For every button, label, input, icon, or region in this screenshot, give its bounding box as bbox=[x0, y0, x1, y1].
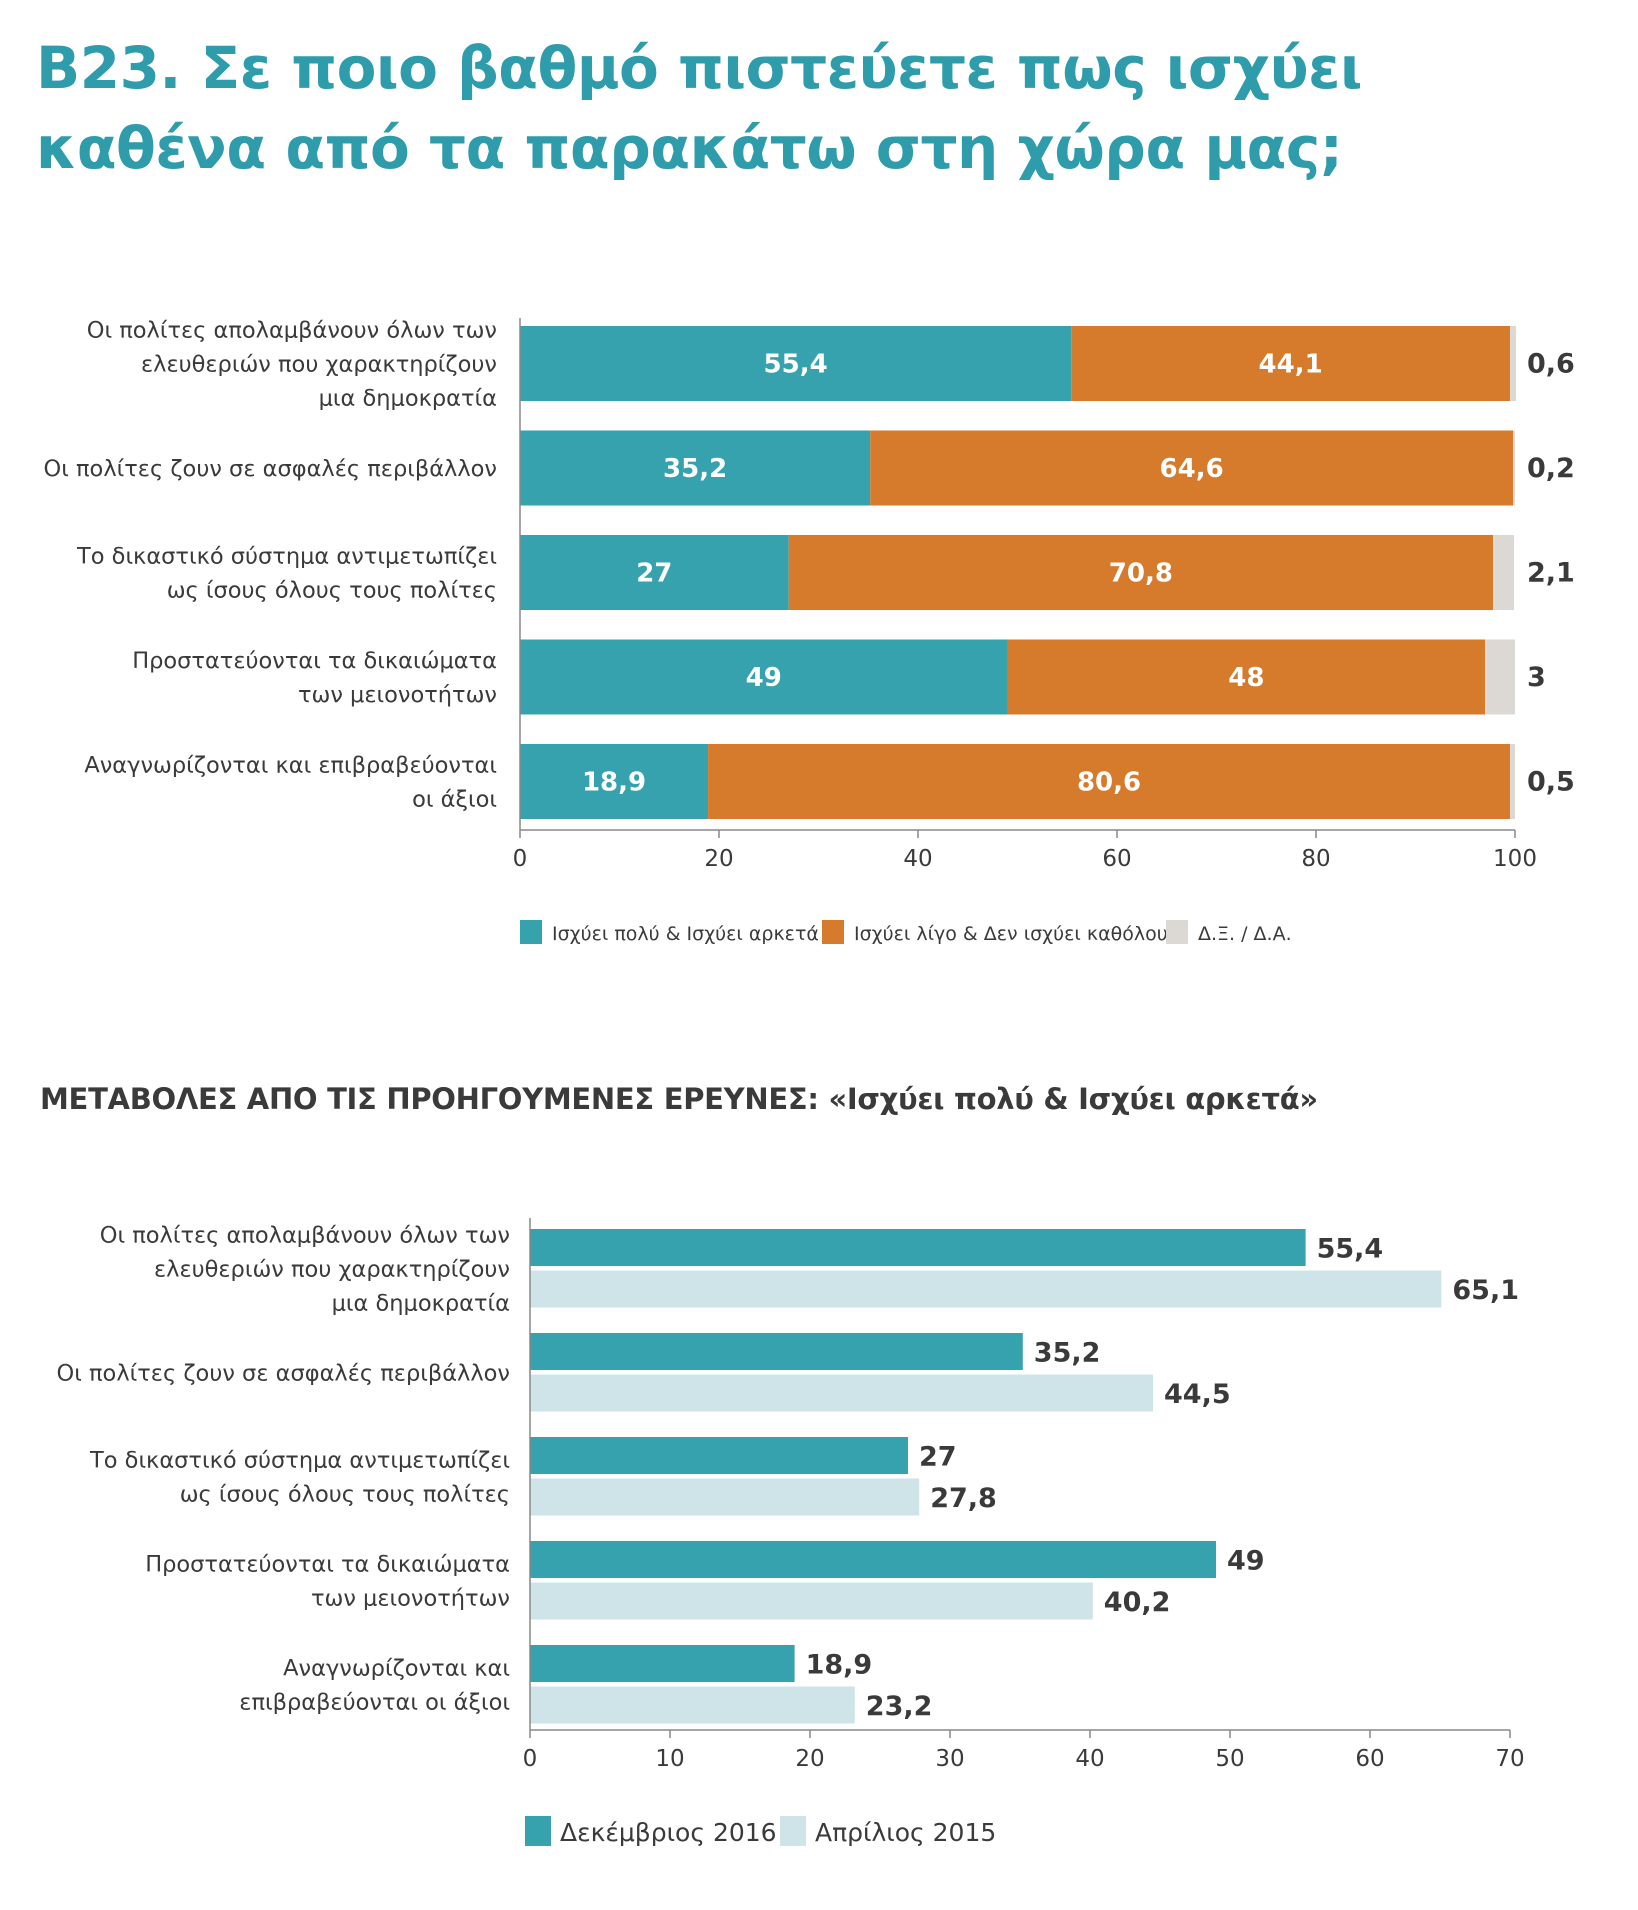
legend-item: Δεκέμβριος 2016 bbox=[525, 1816, 777, 1847]
category-label: Οι πολίτες ζουν σε ασφαλές περιβάλλον bbox=[44, 456, 497, 482]
legend-label: Δ.Ξ. / Δ.Α. bbox=[1198, 923, 1292, 945]
data-label: 64,6 bbox=[1160, 454, 1224, 484]
data-label: 80,6 bbox=[1077, 768, 1141, 798]
legend-label: Δεκέμβριος 2016 bbox=[560, 1818, 777, 1847]
bar-dec-2016 bbox=[530, 1229, 1306, 1266]
x-tick-label: 60 bbox=[1102, 846, 1131, 872]
legend-swatch bbox=[525, 1816, 551, 1846]
bar-dec-2016 bbox=[530, 1333, 1023, 1370]
data-label: 18,9 bbox=[582, 768, 646, 798]
x-tick-label: 40 bbox=[1075, 1746, 1104, 1772]
bar-dec-2016 bbox=[530, 1541, 1216, 1578]
page-title: B23. Σε ποιο βαθμό πιστεύετε πως ισχύει … bbox=[36, 28, 1363, 188]
data-label: 70,8 bbox=[1109, 559, 1173, 589]
x-tick-label: 80 bbox=[1301, 846, 1330, 872]
bar-segment-2 bbox=[1071, 326, 1511, 401]
x-tick-label: 50 bbox=[1215, 1746, 1244, 1772]
data-label: 2,1 bbox=[1527, 558, 1575, 589]
bar-segment-2 bbox=[708, 744, 1511, 819]
bar-segment-1 bbox=[520, 430, 871, 506]
bar-apr-2015 bbox=[530, 1478, 920, 1516]
category-label: Αναγνωρίζονται και επιβραβεύονται οι άξιο… bbox=[84, 753, 497, 813]
data-label: 35,2 bbox=[1034, 1338, 1101, 1369]
x-tick-label: 40 bbox=[903, 846, 932, 872]
bar-segment-3 bbox=[1493, 535, 1515, 610]
bar-segment-3 bbox=[1510, 326, 1516, 401]
x-tick-label: 0 bbox=[513, 846, 528, 872]
legend-label: Ισχύει πολύ & Ισχύει αρκετά bbox=[552, 923, 819, 945]
legend-item: Ισχύει λίγο & Δεν ισχύει καθόλου bbox=[822, 920, 1168, 945]
category-label: Προστατεύονται τα δικαιώματα των μειονοτή… bbox=[145, 1551, 510, 1611]
data-label: 44,5 bbox=[1164, 1379, 1231, 1410]
bar-apr-2015 bbox=[530, 1374, 1153, 1412]
category-label: Οι πολίτες απολαμβάνουν όλων των ελευθερι… bbox=[87, 318, 497, 412]
data-label: 0,6 bbox=[1527, 349, 1575, 380]
category-label: Το δικαστικό σύστημα αντιμετωπίζει ως ίσο… bbox=[76, 544, 497, 604]
bar-segment-1 bbox=[520, 639, 1008, 715]
x-tick-label: 0 bbox=[523, 1746, 538, 1772]
legend-label: Απρίλιος 2015 bbox=[815, 1818, 996, 1847]
stacked-bar-chart: 55,4 44,1 0,6 Οι πολίτες απολαμβάνουν όλων … bbox=[44, 318, 1575, 946]
data-label: 27 bbox=[636, 559, 672, 589]
legend-swatch bbox=[780, 1816, 806, 1846]
legend-item: Δ.Ξ. / Δ.Α. bbox=[1166, 920, 1292, 945]
legend-swatch bbox=[520, 920, 542, 944]
bar-segment-1 bbox=[520, 326, 1072, 401]
legend-item: Ισχύει πολύ & Ισχύει αρκετά bbox=[520, 920, 819, 945]
bar-dec-2016 bbox=[530, 1645, 795, 1682]
bar-segment-2 bbox=[788, 535, 1494, 610]
data-label: 18,9 bbox=[806, 1650, 873, 1681]
x-tick-label: 60 bbox=[1355, 1746, 1384, 1772]
bar-segment-2 bbox=[1007, 639, 1486, 715]
x-tick-label: 20 bbox=[795, 1746, 824, 1772]
legend-swatch bbox=[822, 920, 844, 944]
category-label: Αναγνωρίζονται και επιβραβεύονται οι άξιο… bbox=[239, 1655, 510, 1715]
bar-segment-2 bbox=[870, 430, 1514, 506]
data-label: 55,4 bbox=[1317, 1234, 1384, 1265]
data-label: 3 bbox=[1527, 662, 1546, 693]
section-title: ΜΕΤΑΒΟΛΕΣ ΑΠΟ ΤΙΣ ΠΡΟΗΓΟΥΜΕΝΕΣ ΕΡΕΥΝΕΣ: … bbox=[40, 1082, 1318, 1116]
data-label: 23,2 bbox=[866, 1691, 933, 1722]
bar-segment-3 bbox=[1513, 430, 1515, 506]
legend-swatch bbox=[1166, 920, 1188, 944]
data-label: 48 bbox=[1228, 663, 1264, 693]
data-label: 27,8 bbox=[930, 1483, 997, 1514]
x-tick-label: 10 bbox=[655, 1746, 684, 1772]
data-label: 49 bbox=[1227, 1546, 1265, 1577]
category-label: Προστατεύονται τα δικαιώματα των μειονοτή… bbox=[132, 648, 497, 708]
bar-apr-2015 bbox=[530, 1686, 855, 1724]
x-tick-label: 30 bbox=[935, 1746, 964, 1772]
bar-segment-3 bbox=[1485, 639, 1515, 715]
data-label: 0,5 bbox=[1527, 767, 1575, 798]
bar-apr-2015 bbox=[530, 1582, 1093, 1620]
bar-segment-3 bbox=[1510, 744, 1515, 819]
bar-dec-2016 bbox=[530, 1437, 908, 1474]
bar-segment-1 bbox=[520, 744, 709, 819]
x-tick-label: 70 bbox=[1495, 1746, 1524, 1772]
data-label: 40,2 bbox=[1104, 1587, 1171, 1618]
x-tick-label: 20 bbox=[704, 846, 733, 872]
data-label: 44,1 bbox=[1259, 350, 1323, 380]
bar-apr-2015 bbox=[530, 1270, 1442, 1308]
legend-label: Ισχύει λίγο & Δεν ισχύει καθόλου bbox=[854, 923, 1168, 945]
bar-segment-1 bbox=[520, 535, 789, 610]
page-title-line2: καθένα από τα παρακάτω στη χώρα μας; bbox=[36, 114, 1343, 182]
data-label: 65,1 bbox=[1452, 1275, 1519, 1306]
category-label: Το δικαστικό σύστημα αντιμετωπίζει ως ίσο… bbox=[89, 1447, 510, 1507]
legend-item: Απρίλιος 2015 bbox=[780, 1816, 996, 1847]
data-label: 0,2 bbox=[1527, 453, 1575, 484]
data-label: 49 bbox=[746, 663, 782, 693]
page-title-line1: B23. Σε ποιο βαθμό πιστεύετε πως ισχύει bbox=[36, 34, 1363, 102]
x-tick-label: 100 bbox=[1493, 846, 1537, 872]
data-label: 27 bbox=[919, 1442, 957, 1473]
category-label: Οι πολίτες απολαμβάνουν όλων των ελευθερι… bbox=[100, 1222, 510, 1316]
category-label: Οι πολίτες ζουν σε ασφαλές περιβάλλον bbox=[57, 1360, 510, 1386]
data-label: 35,2 bbox=[663, 454, 727, 484]
data-label: 55,4 bbox=[764, 350, 828, 380]
